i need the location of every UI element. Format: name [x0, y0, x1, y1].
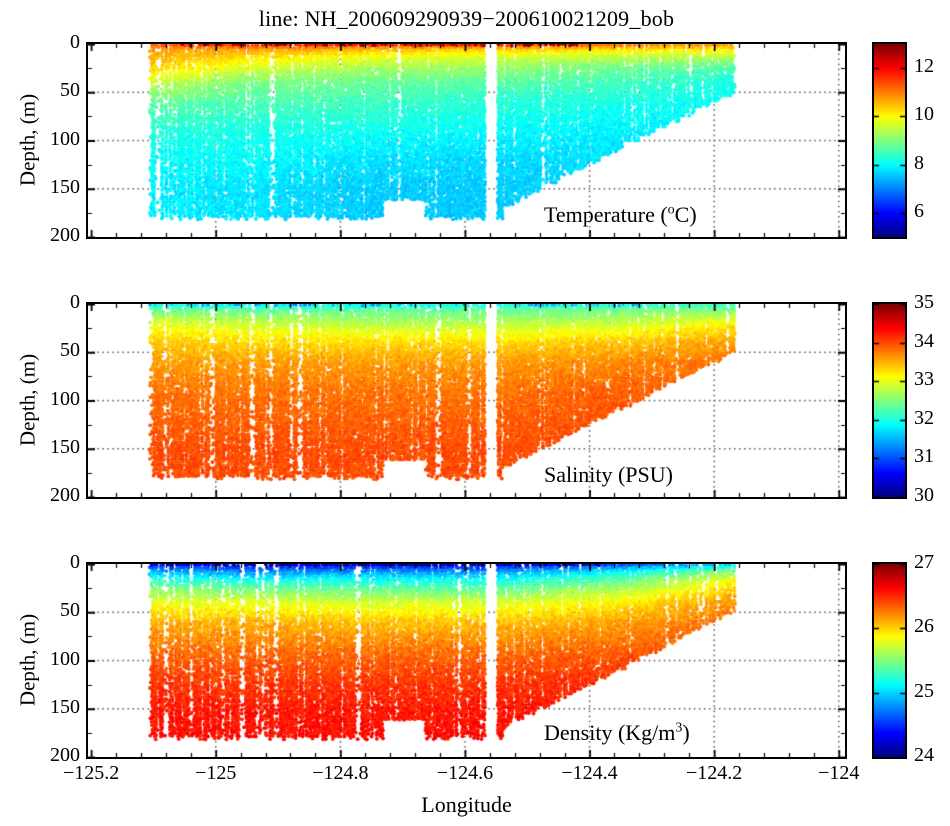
- temperature-section-canvas: [88, 44, 845, 237]
- temperature-y-tick-label: 100: [50, 127, 80, 150]
- density-colorbar-tick-label: 25: [914, 679, 934, 702]
- x-tick-label: −124.4: [561, 762, 618, 784]
- temperature-y-tick-label: 50: [60, 79, 80, 102]
- salinity-section-canvas: [88, 304, 845, 497]
- temperature-panel: [86, 42, 847, 239]
- temperature-label-close: C): [674, 202, 697, 227]
- density-colorbar-canvas: [874, 564, 905, 757]
- salinity-label-text: Salinity (PSU): [544, 462, 673, 487]
- x-tick-label: −124: [818, 762, 860, 784]
- x-tick-label: −125.2: [62, 762, 120, 784]
- salinity-y-tick-label: 150: [50, 435, 80, 458]
- density-colorbar-tick-label: 24: [914, 744, 934, 766]
- x-tick-label: −124.2: [686, 762, 743, 784]
- temperature-colorbar-tick-label: 12: [914, 55, 934, 78]
- salinity-colorbar-tick-label: 30: [914, 484, 934, 506]
- density-y-tick-label: 200: [50, 744, 80, 766]
- density-colorbar-tick-label: 27: [914, 551, 934, 573]
- temperature-y-tick-label: 150: [50, 175, 80, 198]
- salinity-colorbar-tick-label: 33: [914, 368, 934, 391]
- density-colorbar: [872, 562, 907, 759]
- figure-title: line: NH_200609290939−200610021209_bob: [258, 6, 675, 31]
- x-axis-label: Longitude: [421, 792, 512, 817]
- density-y-tick-label: 0: [70, 551, 80, 573]
- density-panel: [86, 562, 847, 759]
- density-panel-label: Density (Kg/m3): [544, 720, 690, 746]
- temperature-colorbar: [872, 42, 907, 239]
- temperature-colorbar-tick-label: 6: [914, 199, 924, 222]
- temperature-y-tick-label: 200: [50, 224, 80, 246]
- temperature-colorbar-tick-label: 10: [914, 103, 934, 126]
- density-y-tick-label: 150: [50, 695, 80, 718]
- salinity-panel: [86, 302, 847, 499]
- salinity-colorbar-tick-label: 35: [914, 291, 934, 313]
- salinity-y-tick-label: 50: [60, 339, 80, 362]
- salinity-colorbar-tick-label: 32: [914, 406, 934, 429]
- salinity-y-tick-label: 0: [70, 291, 80, 313]
- salinity-colorbar-tick-label: 31: [914, 445, 934, 468]
- x-tick-label: −125: [195, 762, 237, 784]
- x-tick-label: −124.8: [312, 762, 369, 784]
- density-y-tick-label: 100: [50, 647, 80, 670]
- temperature-panel-label: Temperature (oC): [544, 202, 697, 228]
- temperature-colorbar-tick-label: 8: [914, 151, 924, 174]
- salinity-y-tick-label: 100: [50, 387, 80, 410]
- salinity-colorbar-canvas: [874, 304, 905, 497]
- temperature-y-tick-label: 0: [70, 31, 80, 53]
- x-tick-label: −124.6: [436, 762, 494, 784]
- salinity-colorbar: [872, 302, 907, 499]
- temperature-label-sup: o: [667, 202, 675, 218]
- salinity-colorbar-tick-label: 34: [914, 329, 934, 352]
- salinity-y-tick-label: 200: [50, 484, 80, 506]
- density-label-text: Density (Kg/m: [544, 720, 676, 745]
- temperature-label-text: Temperature (: [544, 202, 668, 227]
- density-y-tick-label: 50: [60, 599, 80, 622]
- density-colorbar-tick-label: 26: [914, 615, 934, 638]
- density-section-canvas: [88, 564, 845, 757]
- salinity-panel-label: Salinity (PSU): [544, 462, 673, 488]
- temperature-colorbar-canvas: [874, 44, 905, 237]
- density-label-sup: 3: [675, 720, 683, 736]
- density-label-close: ): [682, 720, 690, 745]
